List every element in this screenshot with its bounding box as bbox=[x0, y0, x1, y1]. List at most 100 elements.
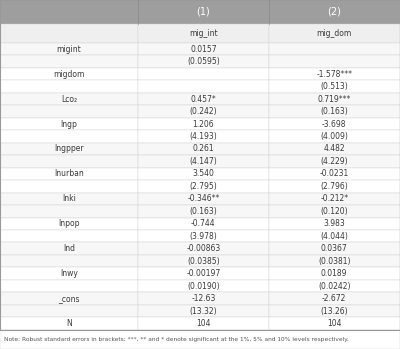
Text: -2.672: -2.672 bbox=[322, 294, 346, 303]
Text: lnpop: lnpop bbox=[58, 219, 80, 228]
Bar bbox=[269, 168, 400, 180]
Bar bbox=[0, 80, 138, 93]
Bar bbox=[0, 267, 138, 280]
Text: 104: 104 bbox=[327, 319, 342, 328]
Bar bbox=[0, 43, 138, 55]
Bar bbox=[138, 43, 269, 55]
Bar bbox=[0, 93, 138, 105]
Bar bbox=[138, 55, 269, 68]
Text: lngpper: lngpper bbox=[54, 144, 84, 154]
Text: 3.983: 3.983 bbox=[323, 219, 345, 228]
Bar bbox=[269, 24, 400, 43]
Bar bbox=[0, 55, 138, 68]
Text: -3.698: -3.698 bbox=[322, 119, 346, 128]
Text: -0.00197: -0.00197 bbox=[186, 269, 220, 278]
Text: lnwy: lnwy bbox=[60, 269, 78, 278]
Text: (0.163): (0.163) bbox=[320, 107, 348, 116]
Bar bbox=[138, 105, 269, 118]
Text: (4.044): (4.044) bbox=[320, 232, 348, 241]
Text: 0.457*: 0.457* bbox=[190, 95, 216, 104]
Bar bbox=[269, 317, 400, 330]
Bar bbox=[269, 180, 400, 193]
Text: 3.540: 3.540 bbox=[192, 169, 214, 178]
Bar bbox=[269, 280, 400, 292]
Text: -1.578***: -1.578*** bbox=[316, 69, 352, 79]
Bar bbox=[138, 143, 269, 155]
Bar bbox=[0, 168, 138, 180]
Bar bbox=[138, 243, 269, 255]
Text: (0.0381): (0.0381) bbox=[318, 257, 350, 266]
Bar bbox=[0, 105, 138, 118]
Bar bbox=[269, 217, 400, 230]
Text: lngp: lngp bbox=[60, 119, 78, 128]
Bar bbox=[0, 305, 138, 317]
Bar bbox=[269, 143, 400, 155]
Text: (2): (2) bbox=[327, 7, 341, 17]
Text: (4.229): (4.229) bbox=[320, 157, 348, 166]
Bar bbox=[0, 255, 138, 267]
Bar bbox=[269, 205, 400, 217]
Text: (0.120): (0.120) bbox=[320, 207, 348, 216]
Bar bbox=[269, 43, 400, 55]
Bar bbox=[0, 155, 138, 168]
Text: 0.261: 0.261 bbox=[192, 144, 214, 154]
Bar bbox=[138, 180, 269, 193]
Bar bbox=[0, 130, 138, 143]
Bar bbox=[269, 305, 400, 317]
Text: 0.0367: 0.0367 bbox=[321, 244, 348, 253]
Bar bbox=[269, 55, 400, 68]
Text: -12.63: -12.63 bbox=[191, 294, 216, 303]
Text: -0.0231: -0.0231 bbox=[320, 169, 349, 178]
Bar bbox=[138, 230, 269, 243]
Text: _cons: _cons bbox=[58, 294, 80, 303]
Text: -0.00863: -0.00863 bbox=[186, 244, 220, 253]
Bar bbox=[138, 168, 269, 180]
Text: migdom: migdom bbox=[53, 69, 85, 79]
Text: (0.242): (0.242) bbox=[190, 107, 217, 116]
Bar bbox=[269, 255, 400, 267]
Bar bbox=[0, 330, 400, 349]
Text: (3.978): (3.978) bbox=[190, 232, 217, 241]
Text: (1): (1) bbox=[196, 7, 210, 17]
Bar bbox=[138, 130, 269, 143]
Bar bbox=[269, 130, 400, 143]
Bar bbox=[0, 280, 138, 292]
Text: (2.795): (2.795) bbox=[190, 182, 217, 191]
Text: N: N bbox=[66, 319, 72, 328]
Bar bbox=[138, 155, 269, 168]
Bar bbox=[138, 267, 269, 280]
Text: lnd: lnd bbox=[63, 244, 75, 253]
Text: (0.163): (0.163) bbox=[190, 207, 217, 216]
Bar bbox=[0, 180, 138, 193]
Bar bbox=[138, 255, 269, 267]
Text: mig_dom: mig_dom bbox=[316, 29, 352, 38]
Text: (0.0190): (0.0190) bbox=[187, 282, 220, 291]
Text: (0.0242): (0.0242) bbox=[318, 282, 350, 291]
Text: (4.009): (4.009) bbox=[320, 132, 348, 141]
Text: -0.212*: -0.212* bbox=[320, 194, 348, 203]
Bar bbox=[269, 118, 400, 130]
Bar bbox=[138, 193, 269, 205]
Text: lnurban: lnurban bbox=[54, 169, 84, 178]
Text: 1.206: 1.206 bbox=[192, 119, 214, 128]
Text: 0.719***: 0.719*** bbox=[318, 95, 351, 104]
Text: (0.513): (0.513) bbox=[320, 82, 348, 91]
Bar bbox=[138, 205, 269, 217]
Bar bbox=[0, 243, 138, 255]
Bar bbox=[138, 93, 269, 105]
Bar bbox=[138, 118, 269, 130]
Text: (4.147): (4.147) bbox=[190, 157, 217, 166]
Text: 0.0157: 0.0157 bbox=[190, 45, 217, 54]
Bar bbox=[0, 68, 138, 80]
Bar bbox=[138, 80, 269, 93]
Text: migint: migint bbox=[57, 45, 81, 54]
Bar bbox=[269, 80, 400, 93]
Bar bbox=[0, 193, 138, 205]
Bar bbox=[269, 243, 400, 255]
Text: 4.482: 4.482 bbox=[323, 144, 345, 154]
Text: Lco₂: Lco₂ bbox=[61, 95, 77, 104]
Bar bbox=[0, 230, 138, 243]
Bar bbox=[0, 143, 138, 155]
Bar bbox=[138, 280, 269, 292]
Text: Note: Robust standard errors in brackets; ***, ** and * denote significant at th: Note: Robust standard errors in brackets… bbox=[4, 337, 349, 342]
